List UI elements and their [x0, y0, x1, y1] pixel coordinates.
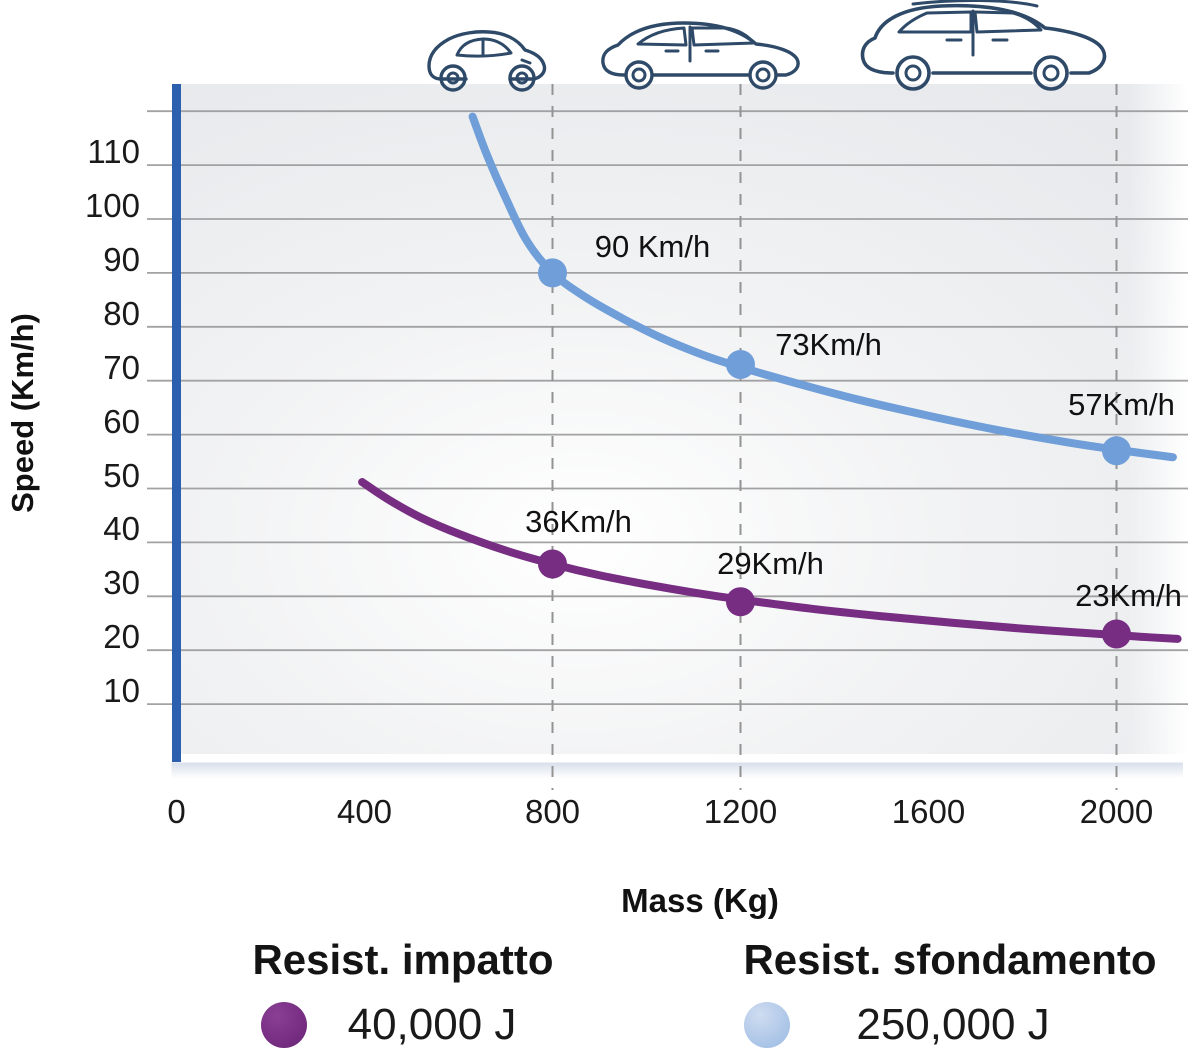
x-axis-shadow — [171, 762, 1183, 779]
point-label-impatto-800: 36Km/h — [525, 503, 632, 539]
legend-impatto-dot — [261, 1002, 307, 1048]
x-tick-label-0: 0 — [167, 793, 186, 830]
data-point-impatto-1200 — [726, 587, 755, 617]
data-point-sfondamento-2000 — [1102, 436, 1131, 466]
point-label-sfondamento-800: 90 Km/h — [594, 228, 711, 264]
y-tick-label-80: 80 — [103, 294, 140, 332]
x-tick-label-1600: 1600 — [891, 793, 966, 830]
suv-icon — [855, 0, 1113, 97]
data-point-sfondamento-1200 — [726, 350, 755, 380]
x-tick-label-1200: 1200 — [703, 793, 778, 830]
city-car-icon — [425, 26, 555, 97]
point-label-impatto-2000: 23Km/h — [1075, 578, 1182, 614]
point-label-sfondamento-2000: 57Km/h — [1068, 386, 1175, 422]
y-tick-label-110: 110 — [87, 133, 140, 171]
x-tick-label-800: 800 — [524, 793, 581, 830]
y-tick-label-20: 20 — [103, 618, 140, 656]
plot-background — [176, 84, 1188, 754]
y-tick-label-30: 30 — [103, 564, 140, 602]
sfondamento-curve — [468, 112, 1177, 462]
x-tick-label-400: 400 — [336, 793, 393, 830]
y-tick-label-100: 100 — [84, 187, 140, 224]
x-axis-title: Mass (Kg) — [621, 882, 779, 919]
chart-canvas — [147, 84, 1188, 790]
data-point-impatto-800 — [538, 549, 567, 579]
legend-sfondamento-dot — [744, 1002, 790, 1048]
y-tick-label-60: 60 — [103, 402, 140, 440]
y-tick-label-10: 10 — [103, 672, 140, 710]
legend-sfondamento-title: Resist. sfondamento — [743, 936, 1157, 983]
point-label-sfondamento-1200: 73Km/h — [775, 326, 882, 362]
hatchback-icon — [596, 16, 806, 97]
y-tick-label-70: 70 — [103, 348, 140, 386]
data-point-sfondamento-800 — [538, 258, 567, 288]
impatto-curve — [358, 478, 1182, 643]
legend-sfondamento-value: 250,000 J — [856, 1000, 1050, 1049]
point-label-impatto-1200: 29Km/h — [717, 545, 824, 581]
y-tick-label-50: 50 — [103, 456, 140, 494]
y-tick-label-90: 90 — [103, 240, 140, 278]
legend-impatto-title: Resist. impatto — [252, 936, 554, 983]
data-point-impatto-2000 — [1102, 619, 1131, 649]
x-tick-label-2000: 2000 — [1079, 793, 1154, 830]
y-axis-title: Speed (Km/h) — [5, 313, 40, 513]
y-tick-label-40: 40 — [103, 510, 140, 548]
legend-impatto-value: 40,000 J — [347, 1000, 517, 1049]
